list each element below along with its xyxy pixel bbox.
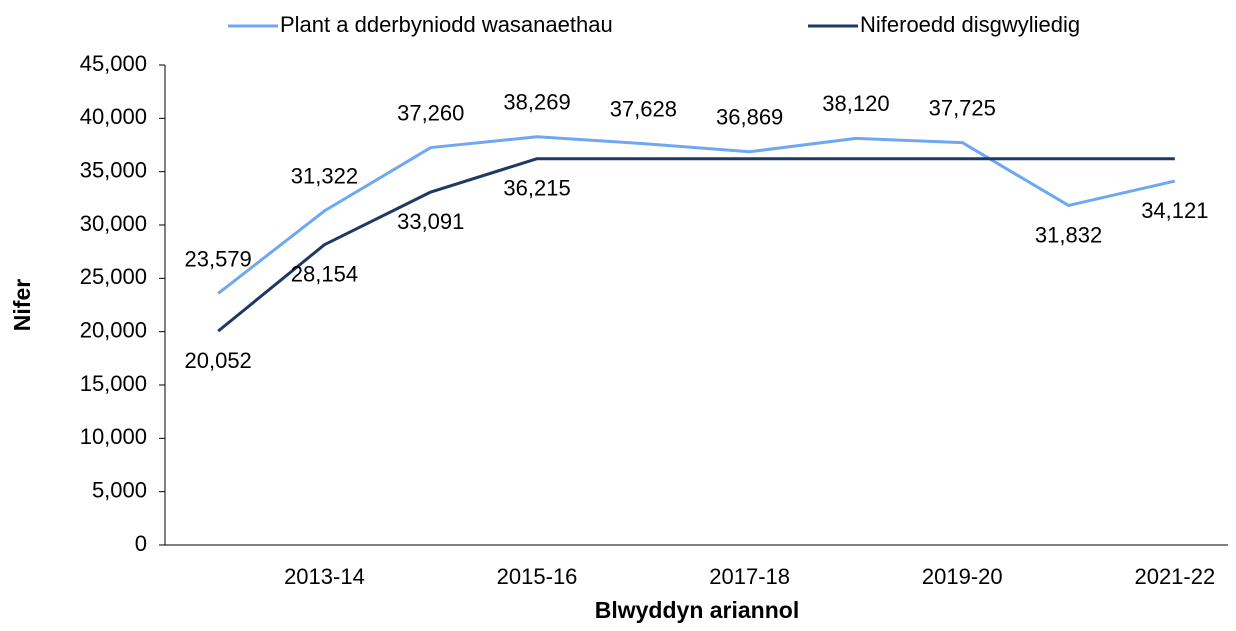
x-tick-label: 2021-22	[1134, 564, 1215, 589]
x-tick-label: 2017-18	[709, 564, 790, 589]
data-label: 37,628	[610, 96, 677, 121]
x-tick-label: 2013-14	[284, 564, 365, 589]
y-tick-label: 40,000	[80, 104, 147, 129]
y-tick-label: 35,000	[80, 157, 147, 182]
data-label: 28,154	[291, 262, 358, 287]
y-tick-label: 10,000	[80, 424, 147, 449]
data-label: 34,121	[1141, 198, 1208, 223]
data-label: 33,091	[397, 209, 464, 234]
data-label: 20,052	[185, 348, 252, 373]
x-tick-label: 2019-20	[922, 564, 1003, 589]
y-tick-label: 20,000	[80, 317, 147, 342]
legend-label: Niferoedd disgwyliedig	[860, 12, 1080, 37]
y-tick-label: 25,000	[80, 264, 147, 289]
data-label: 38,120	[822, 91, 889, 116]
series-line	[217, 135, 1176, 295]
x-axis-title: Blwyddyn ariannol	[595, 597, 799, 623]
data-label: 36,869	[716, 105, 783, 130]
legend-label: Plant a dderbyniodd wasanaethau	[280, 12, 613, 37]
y-tick-label: 30,000	[80, 211, 147, 236]
x-tick-label: 2015-16	[497, 564, 578, 589]
data-label: 31,832	[1035, 222, 1102, 247]
y-tick-label: 5,000	[92, 477, 147, 502]
data-label: 37,260	[397, 100, 464, 125]
series-line	[217, 157, 1175, 333]
y-tick-label: 0	[135, 531, 147, 556]
y-axis-title: Nifer	[9, 279, 35, 331]
y-tick-label: 15,000	[80, 371, 147, 396]
data-label: 38,269	[503, 90, 570, 115]
data-label: 23,579	[185, 246, 252, 271]
data-label: 36,215	[503, 176, 570, 201]
data-label: 37,725	[929, 95, 996, 120]
data-label: 31,322	[291, 164, 358, 189]
y-tick-label: 45,000	[80, 51, 147, 76]
